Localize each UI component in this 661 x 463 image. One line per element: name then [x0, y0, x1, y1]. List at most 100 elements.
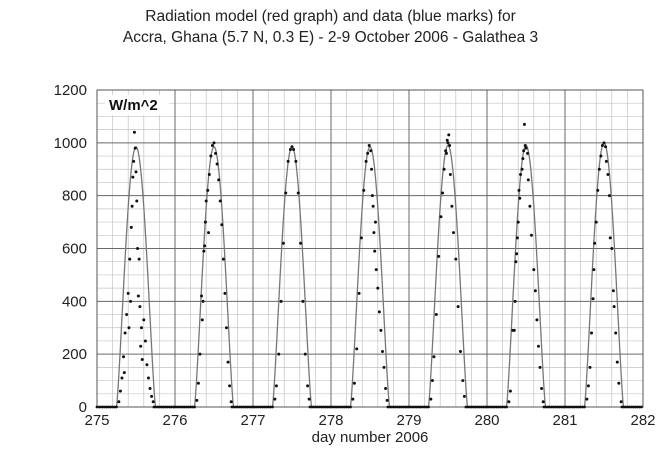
data-point-night	[248, 405, 251, 409]
data-point-night	[322, 405, 325, 409]
data-point	[229, 400, 233, 404]
data-point	[217, 178, 221, 182]
data-point	[439, 215, 443, 219]
data-point	[444, 151, 448, 155]
data-point-night	[548, 405, 552, 409]
data-point-night	[170, 405, 173, 409]
data-point	[596, 188, 600, 192]
data-point-night	[331, 405, 335, 409]
x-tick-label: 280	[474, 412, 499, 429]
data-point	[362, 188, 366, 192]
data-point	[123, 331, 127, 335]
data-point-night	[392, 405, 396, 409]
data-point-night	[183, 405, 187, 409]
x-axis-label: day number 2006	[312, 429, 429, 446]
data-point	[444, 149, 448, 153]
data-point	[355, 347, 359, 351]
data-point	[138, 305, 142, 309]
data-point	[296, 191, 300, 195]
data-point-night	[191, 405, 194, 409]
data-point-night	[265, 405, 269, 409]
data-point	[139, 326, 143, 330]
data-point-night	[390, 405, 394, 409]
data-point-night	[466, 405, 470, 409]
data-point-night	[544, 405, 548, 409]
data-point	[135, 199, 139, 203]
data-point-night	[320, 405, 324, 409]
data-point-night	[489, 405, 493, 409]
data-point	[206, 188, 210, 192]
data-point	[591, 297, 595, 301]
data-point-night	[567, 405, 571, 409]
data-point-night	[177, 405, 181, 409]
data-point	[204, 199, 208, 203]
data-point-night	[487, 405, 491, 409]
data-point	[367, 143, 371, 147]
data-point	[209, 154, 213, 158]
data-point	[590, 331, 594, 335]
data-point-night	[339, 405, 343, 409]
data-point	[371, 204, 375, 208]
data-point	[352, 381, 356, 385]
data-point-night	[626, 405, 630, 409]
data-point	[294, 159, 298, 163]
data-point	[588, 365, 592, 369]
data-point-night	[554, 405, 558, 409]
data-point	[446, 141, 450, 145]
data-point-night	[505, 405, 508, 409]
data-point-night	[417, 405, 421, 409]
data-point-night	[187, 405, 191, 409]
data-point	[600, 143, 604, 147]
data-point	[597, 167, 601, 171]
data-point	[442, 167, 446, 171]
data-point	[198, 352, 202, 356]
data-point-night	[400, 405, 403, 409]
data-point	[373, 249, 377, 253]
data-point-night	[179, 405, 183, 409]
data-point	[127, 326, 131, 330]
data-point	[307, 397, 311, 401]
data-point	[528, 204, 532, 208]
data-point-night	[630, 405, 634, 409]
data-point	[118, 389, 122, 393]
data-point	[374, 268, 378, 272]
data-point	[132, 130, 136, 134]
data-point-night	[550, 405, 554, 409]
data-point	[430, 379, 434, 383]
data-point	[306, 384, 310, 388]
data-point	[604, 145, 608, 149]
data-point	[585, 397, 589, 401]
x-tick-label: 278	[318, 412, 343, 429]
data-point-night	[337, 405, 341, 409]
data-point-night	[156, 405, 160, 409]
data-point-night	[491, 405, 495, 409]
data-point	[370, 167, 374, 171]
data-point	[134, 170, 138, 174]
data-point	[131, 175, 135, 179]
data-point-night	[341, 405, 345, 409]
data-point	[607, 194, 611, 198]
data-point	[126, 291, 130, 295]
data-point-night	[349, 405, 352, 409]
data-point-night	[419, 405, 423, 409]
data-point-night	[636, 405, 639, 409]
data-point	[538, 365, 542, 369]
data-point-night	[577, 405, 581, 409]
data-point-night	[485, 405, 489, 409]
data-point	[615, 360, 619, 364]
data-point-night	[257, 405, 261, 409]
data-point-night	[255, 405, 259, 409]
y-tick-label: 600	[62, 241, 87, 258]
data-point-night	[234, 405, 238, 409]
data-point-night	[423, 405, 426, 409]
data-point-night	[347, 405, 350, 409]
data-point	[369, 149, 373, 153]
data-point	[508, 389, 512, 393]
data-point-night	[495, 405, 499, 409]
data-point	[593, 241, 597, 245]
y-axis-ticks: 0 200 400 600 800 1000 1200	[54, 82, 87, 416]
data-point	[451, 231, 455, 235]
y-tick-label: 0	[79, 399, 87, 416]
data-point-night	[244, 405, 247, 409]
data-point	[379, 328, 383, 332]
